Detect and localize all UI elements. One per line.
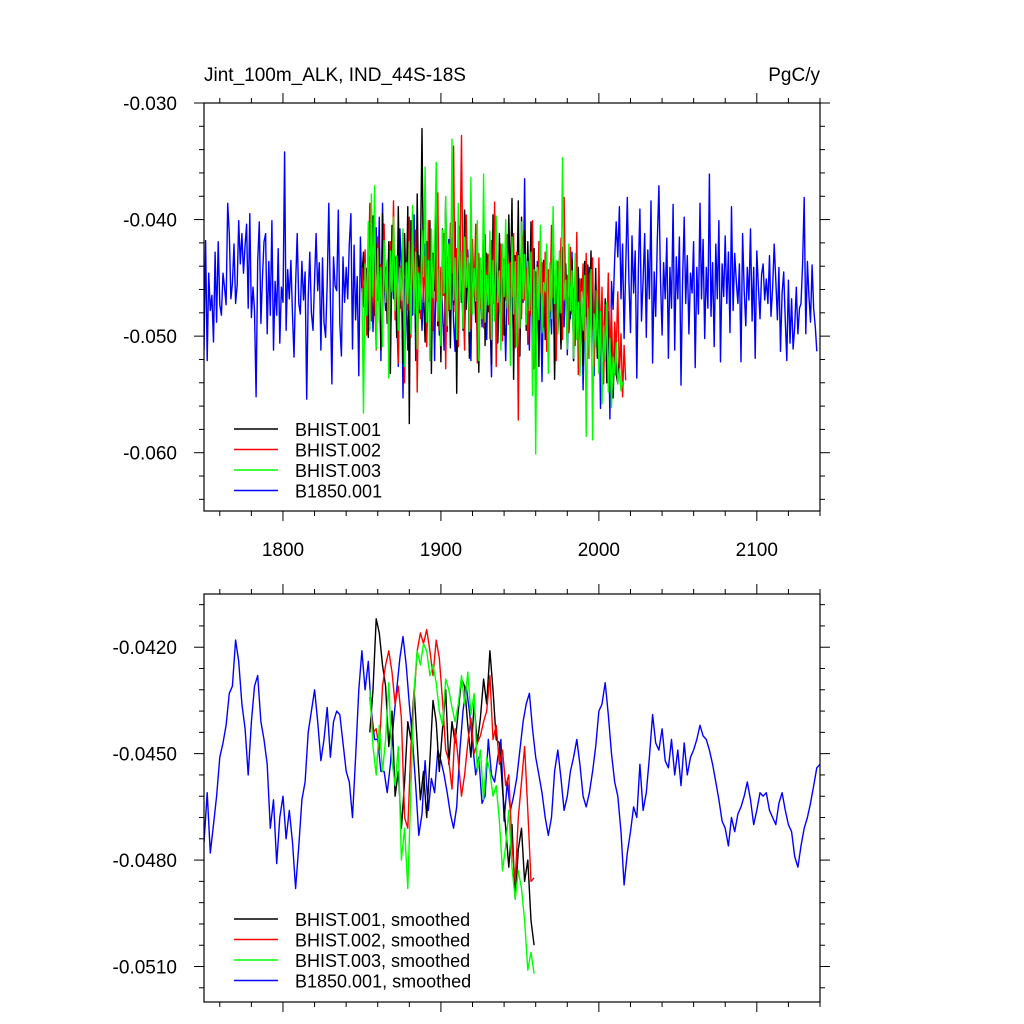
top-units: PgC/y [768,65,820,86]
y-tick-label: -0.050 [123,327,177,348]
legend-label: BHIST.001 [295,420,381,440]
x-tick-label: 2000 [578,540,620,561]
top-plot-frame [203,102,821,512]
x-tick-label: 1800 [262,540,304,561]
y-tick-label: -0.0480 [113,851,177,872]
y-tick-label: -0.030 [123,94,177,115]
bottom-panel: -0.0510 -0.0480 -0.0450 -0.0420 BHIST.001, … [113,584,830,1012]
y-tick-label: -0.0420 [113,638,177,659]
series-line-bhist-003 [361,138,624,455]
y-tick-label: -0.0510 [113,958,177,979]
y-tick-label: -0.040 [123,211,177,232]
series-line-bhist-003 [369,643,535,974]
legend-label: B1850.001 [295,482,382,502]
x-tick-label: 1900 [420,540,462,561]
series-line-b1850-001 [204,635,820,890]
top-axis-ticks: 1800 1900 2000 2100 -0.060 -0.050 -0.040 -0.030 [123,93,830,561]
y-tick-label: -0.060 [123,444,177,465]
bottom-axis-ticks: -0.0510 -0.0480 -0.0450 -0.0420 [113,584,830,1012]
bottom-series-lines [204,618,820,974]
legend-label: BHIST.003 [295,461,381,481]
legend-label: BHIST.003, smoothed [295,951,470,971]
y-tick-label: -0.0450 [113,745,177,766]
legend-label: BHIST.002, smoothed [295,931,470,951]
series-line-bhist-002 [369,628,535,883]
legend-label: BHIST.001, smoothed [295,910,470,930]
top-series-lines [204,127,818,455]
legend-label: B1850.001, smoothed [295,972,471,992]
legend-label: BHIST.002 [295,441,381,461]
top-panel: Jint_100m_ALK, IND_44S-18S PgC/y 1800 190… [123,65,830,561]
top-title: Jint_100m_ALK, IND_44S-18S [204,65,466,86]
bottom-plot-frame [203,593,821,1003]
x-tick-label: 2100 [736,540,778,561]
